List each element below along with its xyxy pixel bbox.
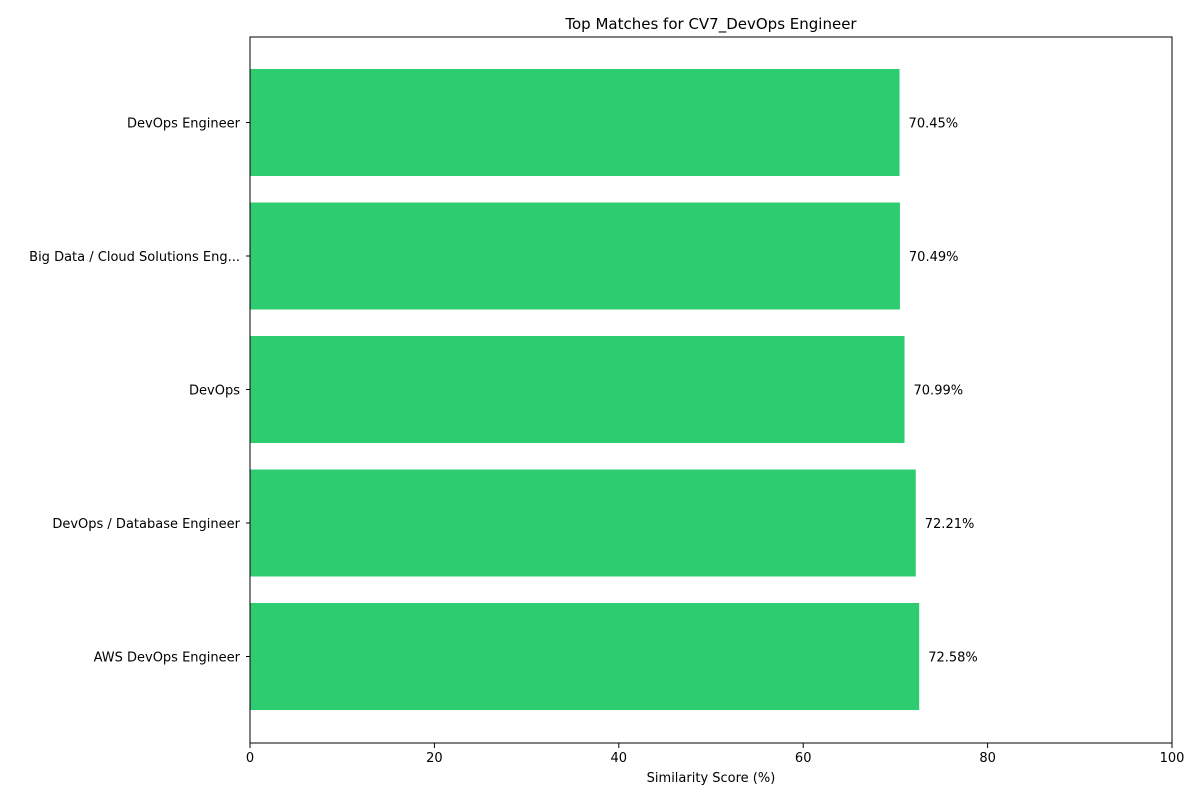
data-label: 72.58%	[928, 651, 978, 666]
y-tick-label: DevOps / Database Engineer	[52, 517, 240, 532]
data-label: 72.21%	[925, 517, 975, 532]
chart-title: Top Matches for CV7_DevOps Engineer	[564, 15, 857, 34]
data-label: 70.49%	[909, 250, 959, 265]
x-tick-label: 80	[979, 751, 996, 766]
bar-5	[250, 603, 920, 710]
bar-2	[250, 202, 900, 310]
y-tick-label: AWS DevOps Engineer	[94, 651, 241, 666]
data-label: 70.99%	[914, 384, 964, 399]
bars-layer	[250, 69, 920, 710]
y-tick-label: DevOps	[189, 384, 240, 399]
x-tick-label: 60	[795, 751, 812, 766]
y-tick-label: DevOps Engineer	[127, 117, 241, 132]
data-label: 70.45%	[909, 117, 959, 132]
bar-1	[250, 69, 900, 176]
x-tick-label: 100	[1160, 751, 1185, 766]
bar-3	[250, 336, 905, 443]
bar-4	[250, 469, 916, 577]
x-tick-label: 20	[426, 751, 443, 766]
x-tick-label: 40	[611, 751, 628, 766]
x-tick-label: 0	[246, 751, 254, 766]
x-axis-label: Similarity Score (%)	[647, 771, 776, 786]
ticks-layer	[246, 122, 1173, 748]
labels-layer: DevOps Engineer 70.45% Big Data / Cloud So…	[29, 117, 1184, 767]
y-tick-label: Big Data / Cloud Solutions Eng...	[29, 250, 240, 265]
